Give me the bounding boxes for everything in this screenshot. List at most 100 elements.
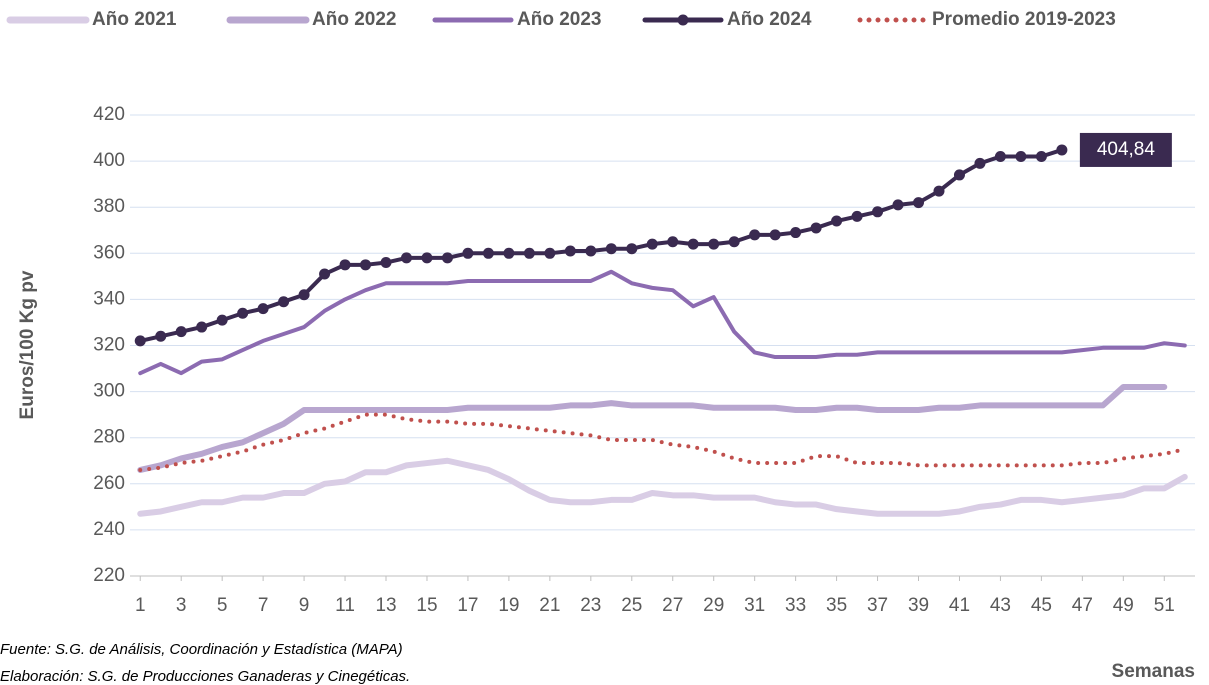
- series-marker: [892, 199, 904, 211]
- legend-label: Año 2023: [517, 9, 601, 30]
- series-line: [138, 147, 1064, 343]
- series-marker: [913, 197, 925, 209]
- series-marker: [708, 238, 720, 250]
- series-marker: [953, 169, 965, 181]
- series-marker: [523, 247, 535, 259]
- x-tick-label: 9: [299, 595, 310, 616]
- x-tick-label: 33: [785, 595, 806, 616]
- source-note: Fuente: S.G. de Análisis, Coordinación y…: [0, 641, 403, 658]
- x-tick-label: 45: [1031, 595, 1052, 616]
- series-marker: [810, 222, 822, 234]
- x-tick-label: 29: [703, 595, 724, 616]
- series-marker: [749, 229, 761, 241]
- x-tick-label: 19: [498, 595, 519, 616]
- series-marker: [278, 296, 290, 308]
- series-marker: [1035, 150, 1047, 162]
- series-marker: [646, 238, 658, 250]
- series-marker: [319, 268, 331, 280]
- x-tick-label: 37: [867, 595, 888, 616]
- series-marker: [360, 259, 372, 271]
- x-tick-label: 7: [258, 595, 269, 616]
- series-marker: [380, 257, 392, 269]
- series-marker: [175, 326, 187, 338]
- series-marker: [831, 215, 843, 227]
- series-marker: [994, 150, 1006, 162]
- series-marker: [339, 259, 351, 271]
- y-tick-label: 340: [93, 288, 125, 309]
- series-marker: [605, 243, 617, 255]
- y-tick-label: 300: [93, 381, 125, 402]
- y-tick-label: 220: [93, 565, 125, 586]
- legend-label: Año 2021: [92, 9, 177, 30]
- x-tick-label: 3: [176, 595, 187, 616]
- series-marker: [872, 206, 884, 218]
- y-tick-label: 360: [93, 242, 125, 263]
- series-marker: [298, 289, 310, 301]
- series-marker: [544, 247, 556, 259]
- y-tick-label: 380: [93, 196, 125, 217]
- series-marker: [687, 238, 699, 250]
- x-tick-label: 5: [217, 595, 228, 616]
- series-marker: [482, 247, 494, 259]
- series-line: [138, 269, 1187, 376]
- x-tick-label: 43: [990, 595, 1011, 616]
- series-line: [137, 457, 1188, 517]
- y-tick-label: 260: [93, 473, 125, 494]
- x-tick-label: 31: [744, 595, 765, 616]
- series-marker: [503, 247, 515, 259]
- y-tick-label: 280: [93, 427, 125, 448]
- legend-label: Año 2022: [312, 9, 396, 30]
- x-tick-label: 11: [335, 595, 355, 616]
- series-marker: [585, 245, 597, 257]
- series-marker: [728, 236, 740, 248]
- series-marker: [933, 185, 945, 197]
- x-axis-title: Semanas: [1112, 661, 1195, 682]
- value-label-box: [1079, 132, 1172, 167]
- x-tick-label: 21: [539, 595, 560, 616]
- x-tick-label: 39: [908, 595, 929, 616]
- series-marker: [851, 210, 863, 222]
- x-tick-label: 13: [375, 595, 396, 616]
- x-tick-label: 35: [826, 595, 847, 616]
- series-marker: [421, 252, 433, 264]
- series-marker: [1056, 144, 1068, 156]
- series-marker: [626, 243, 638, 255]
- series-marker: [790, 227, 802, 239]
- legend-label: Promedio 2019-2023: [932, 9, 1116, 30]
- series-marker: [134, 335, 146, 347]
- x-tick-label: 25: [621, 595, 642, 616]
- series-marker: [441, 252, 453, 264]
- series-marker: [564, 245, 576, 257]
- x-tick-label: 1: [135, 595, 146, 616]
- y-tick-label: 320: [93, 335, 125, 356]
- value-label: 404,84: [1097, 139, 1156, 160]
- series-line: [138, 412, 1187, 472]
- y-axis-title: Euros/100 Kg pv: [17, 270, 38, 419]
- source-note: Elaboración: S.G. de Producciones Ganade…: [0, 668, 410, 685]
- x-tick-label: 47: [1072, 595, 1093, 616]
- x-tick-label: 49: [1113, 595, 1134, 616]
- x-tick-label: 41: [949, 595, 970, 616]
- legend-label: Año 2024: [727, 9, 812, 30]
- series-marker: [1015, 150, 1027, 162]
- series-marker: [155, 330, 167, 342]
- legend-marker: [677, 14, 689, 26]
- series-marker: [216, 314, 228, 326]
- series-marker: [196, 321, 208, 333]
- series-marker: [974, 157, 986, 169]
- series-marker: [462, 247, 474, 259]
- x-tick-label: 15: [416, 595, 437, 616]
- series-marker: [769, 229, 781, 241]
- x-tick-label: 23: [580, 595, 601, 616]
- x-tick-label: 17: [457, 595, 478, 616]
- y-tick-label: 240: [93, 519, 125, 540]
- y-tick-label: 420: [93, 104, 125, 125]
- series-line: [137, 383, 1168, 473]
- x-tick-label: 51: [1154, 595, 1175, 616]
- series-marker: [257, 303, 269, 315]
- series-marker: [237, 307, 249, 319]
- series-marker: [400, 252, 412, 264]
- x-tick-label: 27: [662, 595, 683, 616]
